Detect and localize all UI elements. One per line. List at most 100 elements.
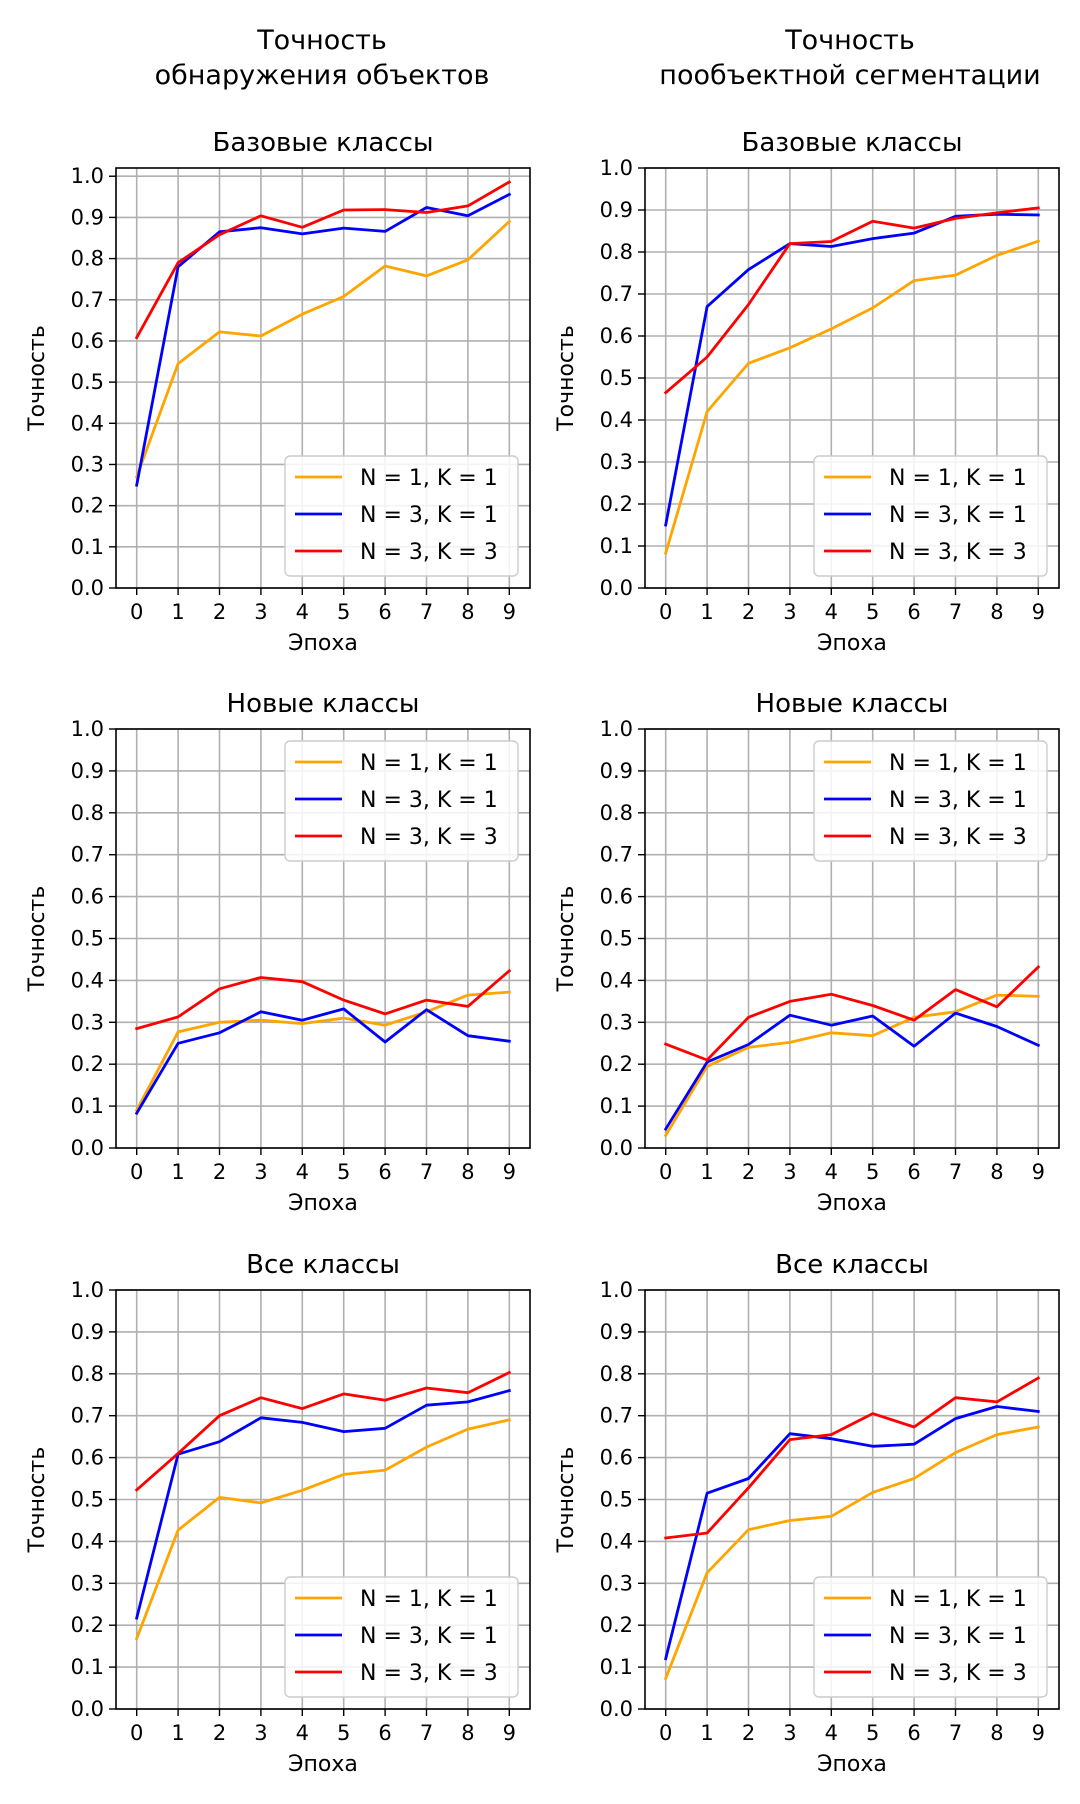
y-tick-label: 0.2 <box>600 492 633 516</box>
y-tick-label: 0.0 <box>71 1136 104 1160</box>
series-line-3 <box>663 206 1040 395</box>
panel-title: Новые классы <box>227 689 420 719</box>
legend-label: N = 3, K = 3 <box>889 1661 1027 1686</box>
legend-label: N = 1, K = 1 <box>889 466 1027 491</box>
y-tick-label: 0.0 <box>600 1136 633 1160</box>
y-tick-label: 1.0 <box>600 717 633 741</box>
column-title-right-line-1: Точность <box>784 25 915 56</box>
x-tick-label: 6 <box>378 600 391 624</box>
column-title-left-line-2: обнаружения объектов <box>155 60 490 91</box>
x-tick-label: 5 <box>337 600 350 624</box>
x-axis-label: Эпоха <box>817 1191 887 1216</box>
x-tick-label: 0 <box>130 1160 143 1184</box>
x-tick-label: 5 <box>866 600 879 624</box>
legend-label: N = 3, K = 1 <box>360 788 498 813</box>
x-tick-label: 6 <box>378 1721 391 1745</box>
series-line-3 <box>134 968 512 1031</box>
y-tick-label: 0.4 <box>600 1529 633 1553</box>
x-tick-label: 8 <box>461 600 474 624</box>
y-tick-label: 0.1 <box>71 1655 104 1679</box>
x-tick-label: 3 <box>254 1160 267 1184</box>
legend-label: N = 3, K = 3 <box>360 1661 498 1686</box>
x-axis-label: Эпоха <box>288 1752 358 1777</box>
y-tick-label: 0.8 <box>71 801 104 825</box>
y-tick-label: 0.8 <box>71 1362 104 1386</box>
panel-title: Все классы <box>246 1250 400 1280</box>
y-tick-label: 0.2 <box>71 1613 104 1637</box>
x-tick-label: 7 <box>949 1160 962 1184</box>
x-tick-label: 1 <box>700 600 713 624</box>
legend-label: N = 3, K = 3 <box>889 825 1027 850</box>
axes-frame <box>115 167 531 589</box>
x-tick-label: 6 <box>907 1160 920 1184</box>
y-tick-label: 0.1 <box>600 534 633 558</box>
y-tick-label: 0.6 <box>600 1446 633 1470</box>
series-line-2 <box>134 1007 511 1116</box>
column-title-right-line-2: пообъектной сегментации <box>659 60 1040 91</box>
x-axis-label: Эпоха <box>288 1191 358 1216</box>
x-tick-label: 7 <box>949 600 962 624</box>
x-tick-label: 9 <box>1032 1721 1045 1745</box>
y-tick-label: 1.0 <box>71 717 104 741</box>
legend-label: N = 3, K = 3 <box>360 540 498 565</box>
y-tick-label: 0.9 <box>600 198 633 222</box>
x-tick-label: 1 <box>700 1721 713 1745</box>
legend-box <box>284 740 519 862</box>
y-axis-label: Точность <box>25 325 50 432</box>
y-tick-label: 0.3 <box>600 450 633 474</box>
y-tick-label: 0.8 <box>600 1362 633 1386</box>
x-tick-label: 1 <box>171 600 184 624</box>
x-tick-label: 4 <box>825 600 838 624</box>
series-line-2 <box>664 1405 1040 1661</box>
x-tick-label: 6 <box>907 1721 920 1745</box>
x-tick-label: 7 <box>420 1160 433 1184</box>
y-tick-label: 0.1 <box>71 535 104 559</box>
column-title-left-line-1: Точность <box>256 25 387 56</box>
x-tick-label: 2 <box>213 600 226 624</box>
y-tick-label: 0.0 <box>600 576 633 600</box>
x-tick-label: 0 <box>659 1721 672 1745</box>
y-tick-label: 0.8 <box>600 240 633 264</box>
y-tick-label: 0.7 <box>600 1404 633 1428</box>
legend-box <box>813 455 1048 577</box>
x-tick-label: 2 <box>742 600 755 624</box>
x-tick-label: 4 <box>825 1721 838 1745</box>
y-axis-label: Точность <box>25 1447 50 1554</box>
y-tick-label: 0.0 <box>600 1697 633 1721</box>
x-tick-label: 1 <box>700 1160 713 1184</box>
y-tick-label: 0.3 <box>600 1571 633 1595</box>
x-axis-label: Эпоха <box>817 1752 887 1777</box>
y-tick-label: 0.5 <box>600 927 633 951</box>
panel-title: Все классы <box>775 1250 929 1280</box>
y-tick-label: 1.0 <box>600 1278 633 1302</box>
x-tick-label: 6 <box>378 1160 391 1184</box>
x-tick-label: 8 <box>990 600 1003 624</box>
y-tick-label: 0.7 <box>600 843 633 867</box>
legend-label: N = 3, K = 1 <box>889 503 1027 528</box>
legend-label: N = 1, K = 1 <box>360 751 498 776</box>
x-tick-label: 3 <box>783 1721 796 1745</box>
series-line-2 <box>134 1388 512 1620</box>
x-tick-label: 2 <box>213 1160 226 1184</box>
y-tick-label: 0.3 <box>71 452 104 476</box>
legend-label: N = 1, K = 1 <box>889 751 1027 776</box>
x-tick-label: 0 <box>130 1721 143 1745</box>
panel-title: Базовые классы <box>742 128 963 158</box>
y-tick-label: 0.7 <box>600 282 633 306</box>
legend: N = 1, K = 1 N = 3, K = 1 N = 3, K = 3 <box>813 1576 1048 1698</box>
chart-panel-3: 0 1 2 3 4 5 6 7 8 9 0.0 0.1 0.2 0.3 0.4 0.5 0.6 0.7 0.8 0.9… <box>25 689 531 1216</box>
series-line-1 <box>134 219 512 479</box>
x-tick-label: 1 <box>171 1721 184 1745</box>
series-line-3 <box>134 180 512 340</box>
chart-panel-1: 0 1 2 3 4 5 6 7 8 9 0.0 0.1 0.2 0.3 0.4 0.5 0.6 0.7 0.8 0.9… <box>25 128 531 656</box>
x-tick-label: 6 <box>907 600 920 624</box>
y-tick-label: 0.1 <box>71 1094 104 1118</box>
y-tick-label: 0.4 <box>71 1529 104 1553</box>
y-tick-label: 0.5 <box>600 366 633 390</box>
x-tick-label: 3 <box>254 1721 267 1745</box>
legend-label: N = 1, K = 1 <box>360 1587 498 1612</box>
y-tick-label: 0.8 <box>71 247 104 271</box>
series-line-1 <box>663 993 1040 1138</box>
legend: N = 1, K = 1 N = 3, K = 1 N = 3, K = 3 <box>813 740 1048 862</box>
